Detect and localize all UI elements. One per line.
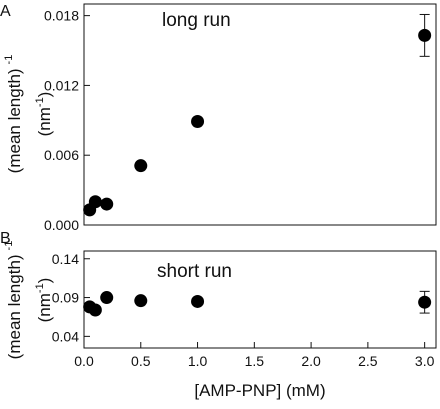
panel-a: A long run 0.000 0.006 0.012 0.018 (mean le… (0, 3, 437, 233)
panel-b-letter: B (0, 230, 11, 247)
panel-a-points (83, 13, 432, 217)
panel-b-y-ticks: 0.04 0.09 0.14 (52, 251, 90, 344)
panel-b-y-unit-close: ) (35, 278, 54, 284)
panel-b-annotation: short run (157, 261, 232, 282)
panel-b-x-tick-label: 1.0 (188, 353, 208, 369)
panel-b-data-point (418, 295, 432, 309)
panel-a-annotation: long run (162, 10, 231, 31)
panel-a-y-label: (mean length) -1 (3, 55, 24, 174)
panel-b-data-point (88, 303, 102, 317)
panel-b-x-tick-label: 2.5 (358, 353, 378, 369)
panel-b-frame (83, 250, 437, 349)
panel-b-data-point (191, 294, 205, 308)
panel-a-y-tick-label: 0.012 (44, 77, 79, 93)
panel-a-y-unit-text: (nm (35, 107, 54, 136)
panel-b-y-label-text: (mean length) (5, 254, 24, 359)
panel-b-y-unit: (nm-1) (34, 278, 54, 323)
panel-a-data-point (88, 195, 102, 209)
panel-a-y-label-exp: -1 (3, 55, 15, 65)
panel-b-x-tick-label: 0.5 (131, 353, 151, 369)
panel-a-frame (83, 3, 437, 226)
panel-b-y-tick-label: 0.14 (52, 251, 79, 267)
panel-b-points (83, 290, 432, 317)
panel-b-y-tick-label: 0.04 (52, 328, 79, 344)
panel-a-y-unit: (nm-1) (34, 92, 54, 137)
panel-b-y-unit-exp: -1 (34, 283, 46, 293)
panel-b-x-ticks: 0.0 0.5 1.0 1.5 2.0 2.5 3.0 (74, 342, 435, 369)
panel-a-y-ticks: 0.000 0.006 0.012 0.018 (44, 8, 90, 233)
panel-b-data-point (134, 294, 148, 308)
panel-b-x-tick-label: 3.0 (415, 353, 435, 369)
panel-a-letter: A (0, 3, 11, 20)
panel-b-y-unit-text: (nm (35, 293, 54, 322)
panel-a-y-tick-label: 0.018 (44, 8, 79, 24)
panel-a-y-tick-label: 0.006 (44, 147, 79, 163)
panel-b-y-tick-label: 0.09 (52, 290, 79, 306)
panel-b: B short run 0.04 0.09 0.14 0.0 0.5 1.0 1.5 2.0… (0, 230, 437, 400)
panel-b-x-label: [AMP-PNP] (mM) (194, 381, 325, 400)
panel-a-data-point (418, 28, 432, 42)
panel-b-y-label: (mean length) -1 (3, 241, 24, 360)
panel-b-x-tick-label: 1.5 (245, 353, 265, 369)
panel-a-y-unit-exp: -1 (34, 97, 46, 107)
panel-b-x-tick-label: 2.0 (301, 353, 321, 369)
panel-b-y-label-exp: -1 (3, 241, 15, 251)
panel-b-data-point (100, 291, 114, 305)
panel-a-data-point (191, 114, 205, 128)
panel-a-y-label-text: (mean length) (5, 68, 24, 173)
panel-a-y-unit-close: ) (35, 92, 54, 98)
panel-a-data-point (100, 197, 114, 211)
panel-b-x-tick-label: 0.0 (74, 353, 94, 369)
panel-a-y-tick-label: 0.000 (44, 217, 79, 233)
panel-a-data-point (134, 159, 148, 173)
